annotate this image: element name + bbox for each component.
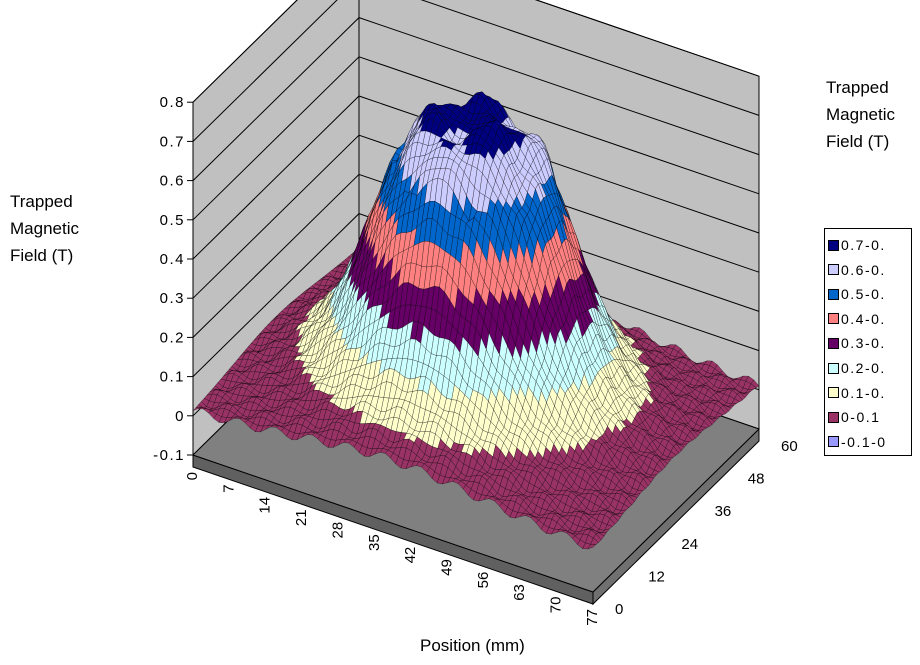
legend-title-line-2: Magnetic	[826, 105, 895, 124]
z-tick-label: 0.2	[160, 329, 185, 346]
y-tick-label: 12	[648, 568, 665, 585]
surface-cell	[587, 544, 597, 550]
z-tick-label: 0.4	[160, 251, 185, 268]
legend-swatch	[828, 288, 839, 300]
x-axis-label: Position (mm)	[420, 636, 525, 655]
x-tick-label: 7	[220, 484, 237, 492]
gridline	[192, 17, 760, 181]
y-tick-label: 24	[681, 536, 698, 553]
x-tick-label: 14	[257, 497, 274, 514]
x-tick-label: 70	[548, 597, 565, 614]
y-tick-label: 0	[615, 601, 623, 618]
legend-title-line-3: Field (T)	[826, 132, 890, 151]
legend-label: 0.4-0.	[841, 310, 886, 327]
legend-item: 0.1-0.	[828, 383, 886, 403]
gridline	[192, 0, 760, 103]
legend-swatch	[828, 387, 839, 399]
x-tick-label: 21	[293, 509, 310, 526]
z-tick-label: 0.7	[160, 133, 185, 150]
legend-swatch	[828, 239, 839, 251]
surface-mesh	[192, 91, 760, 550]
z-tick-label: 0.3	[160, 290, 185, 307]
x-tick-label: 56	[475, 572, 492, 589]
z-tick-label: -0.1	[153, 447, 185, 464]
legend-item: 0.7-0.	[828, 235, 886, 255]
z-axis-label-line-2: Magnetic	[10, 219, 79, 238]
z-axis-label-line-1: Trapped	[10, 192, 73, 211]
legend-title-line-1: Trapped	[826, 78, 889, 97]
legend-label: 0.7-0.	[841, 237, 886, 253]
legend-item: 0.3-0.	[828, 333, 886, 353]
y-tick-label: 48	[748, 471, 765, 488]
legend-item: 0.5-0.	[828, 284, 886, 304]
legend-item: 0-0.1	[828, 407, 880, 427]
legend-swatch	[828, 313, 839, 325]
gridline	[192, 173, 760, 338]
legend: 0.7-0. 0.6-0. 0.5-0. 0.4-0. 0.3-0. 0.2-0. 0.1-…	[824, 228, 912, 456]
legend-label: 0.6-0.	[841, 261, 886, 278]
gridline	[192, 95, 760, 260]
legend-swatch	[828, 411, 839, 423]
x-tick-label: 28	[329, 522, 346, 539]
y-tick-label: 60	[781, 438, 798, 455]
legend-swatch	[828, 337, 839, 349]
x-tick-label: 63	[511, 584, 528, 601]
x-tick-label: 42	[402, 547, 419, 564]
x-tick-label: 49	[439, 559, 456, 576]
z-tick-label: 0	[175, 408, 185, 425]
legend-label: 0.2-0.	[841, 360, 886, 376]
legend-item: 0.2-0.	[828, 358, 886, 378]
legend-label: -0.1-0	[841, 433, 887, 450]
z-tick-label: 0.1	[160, 369, 185, 386]
legend-item: 0.6-0.	[828, 260, 886, 280]
legend-label: 0.1-0.	[841, 384, 886, 401]
legend-label: 0-0.1	[841, 409, 881, 426]
legend-swatch	[828, 436, 839, 448]
z-tick-label: 0.6	[160, 173, 185, 190]
y-tick-label: 36	[715, 503, 732, 520]
legend-label: 0.3-0.	[841, 335, 886, 352]
legend-swatch	[828, 362, 839, 374]
gridline	[192, 0, 760, 142]
gridline	[192, 134, 760, 299]
legend-swatch	[828, 264, 839, 276]
x-tick-label: 35	[366, 534, 383, 551]
z-tick-label: 0.8	[160, 94, 185, 111]
gridline	[192, 56, 760, 221]
z-axis-label-line-3: Field (T)	[10, 246, 74, 265]
gridline	[192, 213, 760, 377]
x-tick-label: 77	[584, 609, 601, 626]
x-tick-label: 0	[184, 472, 201, 480]
legend-label: 0.5-0.	[841, 286, 886, 303]
z-tick-label: 0.5	[160, 212, 185, 229]
legend-item: 0.4-0.	[828, 309, 886, 329]
legend-item: -0.1-0	[828, 432, 887, 452]
